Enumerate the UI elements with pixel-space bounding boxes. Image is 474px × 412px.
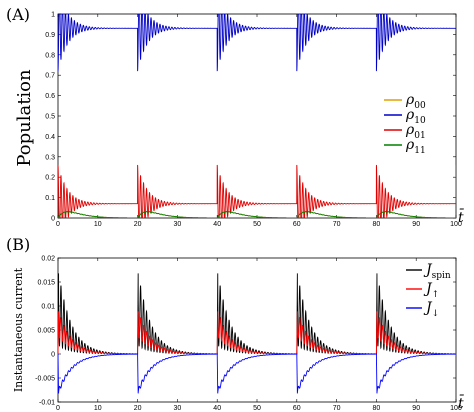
panel-b-label: (B) xyxy=(6,235,30,254)
x-tick-label: 30 xyxy=(174,221,182,228)
y-tick-label: 0.8 xyxy=(45,52,55,59)
y-tick-label: 0.2 xyxy=(45,175,55,182)
panel-b: (B) Instantaneous current 0 10 20 30 40 50 60 7… xyxy=(6,235,465,412)
y-tick-label: 0.9 xyxy=(45,32,55,39)
legend-entry: J↓ xyxy=(423,300,439,319)
series-line-11 xyxy=(58,211,456,218)
panel-b-xlabel: t̄ xyxy=(458,394,465,412)
x-tick-label: 70 xyxy=(333,405,341,412)
x-tick-label: 40 xyxy=(213,221,221,228)
y-tick-label: 1 xyxy=(51,12,55,19)
series-line-spin xyxy=(58,273,456,355)
legend-entry: J↑ xyxy=(423,281,439,300)
y-tick-label: -0.005 xyxy=(35,376,55,383)
x-tick-label: 50 xyxy=(253,405,261,412)
panel-a-xlabel: t̄ xyxy=(458,208,465,226)
y-tick-label: 0.5 xyxy=(45,114,55,121)
y-tick-label: 0.3 xyxy=(45,154,55,161)
series-line-↑ xyxy=(58,311,456,355)
y-tick-label: 0.7 xyxy=(45,73,55,80)
x-tick-label: 40 xyxy=(213,405,221,412)
y-tick-label: 0.4 xyxy=(45,134,55,141)
x-tick-label: 0 xyxy=(56,221,60,228)
panel-a: (A) Population 0 10 20 30 40 50 60 70 80 90 100 0 0.… xyxy=(6,5,465,229)
y-tick-label: -0.01 xyxy=(39,400,55,407)
y-tick-label: 0.015 xyxy=(37,280,55,287)
x-tick-label: 70 xyxy=(333,221,341,228)
y-tick-label: 0 xyxy=(51,216,55,223)
x-tick-label: 90 xyxy=(412,221,420,228)
x-tick-label: 100 xyxy=(450,221,462,228)
panel-a-label: (A) xyxy=(6,5,30,24)
x-tick-label: 10 xyxy=(94,405,102,412)
series-line-10 xyxy=(58,14,456,72)
plot-frame xyxy=(57,13,457,219)
x-tick-label: 20 xyxy=(134,221,142,228)
y-tick-label: 0.01 xyxy=(41,304,55,311)
x-tick-label: 30 xyxy=(174,405,182,412)
panel-b-plot: 0 10 20 30 40 50 60 70 80 90 100 -0.01 -0.005 0 0.005 0… xyxy=(35,256,462,412)
panel-b-ylabel: Instantaneous current xyxy=(12,267,25,392)
panel-a-ylabel: Population xyxy=(14,69,35,167)
x-tick-label: 60 xyxy=(293,221,301,228)
x-tick-label: 0 xyxy=(56,405,60,412)
y-tick-label: 0.02 xyxy=(41,256,55,263)
panel-a-plot: 0 10 20 30 40 50 60 70 80 90 100 0 0.1 0.2 0.3 0.4 0.5 0.… xyxy=(45,12,462,229)
x-tick-label: 50 xyxy=(253,221,261,228)
x-tick-label: 60 xyxy=(293,405,301,412)
legend-entry: Jspin xyxy=(423,262,451,281)
x-tick-label: 20 xyxy=(134,405,142,412)
x-tick-label: 80 xyxy=(373,405,381,412)
y-tick-label: 0.6 xyxy=(45,93,55,100)
plot-frame xyxy=(57,257,457,403)
y-tick-label: 0.1 xyxy=(45,195,55,202)
x-tick-label: 10 xyxy=(94,221,102,228)
x-tick-label: 80 xyxy=(373,221,381,228)
x-tick-label: 100 xyxy=(450,405,462,412)
y-tick-label: 0.005 xyxy=(37,328,55,335)
series-line-↓ xyxy=(58,352,456,394)
y-tick-label: 0 xyxy=(51,352,55,359)
x-tick-label: 90 xyxy=(412,405,420,412)
